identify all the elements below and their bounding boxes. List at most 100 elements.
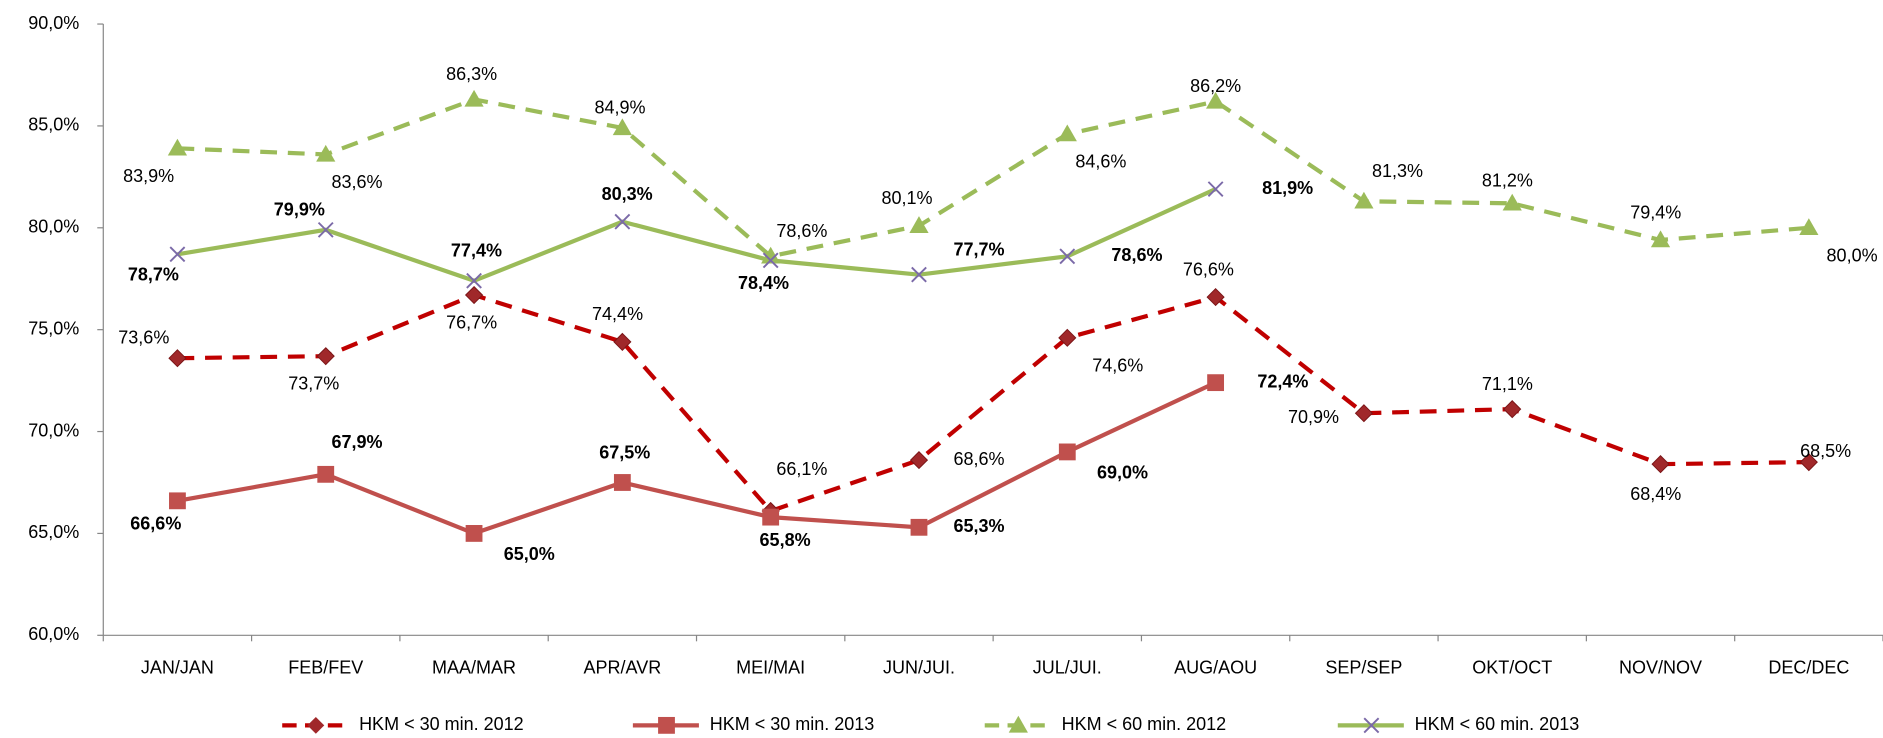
- legend-marker: [307, 716, 325, 734]
- point: [1502, 193, 1522, 211]
- data-label: 66,6%: [130, 514, 181, 534]
- series: 83,9% 83,6% 86,3% 84,9% 78,6% 80,1% 84,6% 86,2%…: [123, 64, 1878, 265]
- series: 78,7% 79,9% 77,4% 80,3% 78,4% 77,7% 78,6% 81,9%: [128, 178, 1313, 293]
- data-label: 78,6%: [1111, 245, 1162, 265]
- x-tick-label: DEC/DEC: [1768, 658, 1849, 678]
- data-label: 76,6%: [1183, 259, 1234, 279]
- point: [762, 508, 780, 526]
- point: [909, 216, 929, 233]
- x-tick-label: JUL/JUI.: [1033, 658, 1102, 678]
- point: [316, 144, 336, 162]
- y-tick-label: 80,0%: [28, 217, 79, 237]
- point: [1354, 191, 1374, 209]
- data-label: 72,4%: [1257, 371, 1308, 391]
- data-label: 78,6%: [776, 221, 827, 241]
- point: [910, 518, 928, 536]
- point: [1058, 443, 1076, 461]
- data-label: 84,9%: [594, 97, 645, 117]
- series: 73,6% 73,7% 76,7% 74,4% 66,1% 68,6% 74,6% 76,6%…: [118, 259, 1851, 521]
- legend-label: HKM < 60 min. 2013: [1415, 714, 1580, 734]
- point: [1206, 287, 1225, 307]
- point: [317, 221, 334, 238]
- data-label: 67,9%: [331, 432, 382, 452]
- legend-symbol: [307, 716, 325, 734]
- data-label: 73,6%: [118, 328, 169, 348]
- x-tick-label: SEP/SEP: [1325, 658, 1402, 678]
- point: [466, 272, 482, 289]
- data-label: 74,6%: [1092, 355, 1143, 375]
- x-tick-label: MEI/MAI: [736, 658, 805, 678]
- legend-item: HKM < 60 min. 2013: [1337, 714, 1580, 734]
- point: [169, 246, 186, 263]
- y-tick-label: 60,0%: [28, 624, 79, 644]
- legend-label: HKM < 60 min. 2012: [1062, 714, 1227, 734]
- x-tick-label: NOV/NOV: [1619, 658, 1702, 678]
- legend-label: HKM < 30 min. 2013: [710, 714, 875, 734]
- y-tick-label: 70,0%: [28, 420, 79, 440]
- data-label: 77,7%: [954, 239, 1005, 259]
- x-tick-label: AUG/AOU: [1174, 658, 1257, 678]
- x-tick-label: OKT/OCT: [1472, 658, 1552, 678]
- data-label: 73,7%: [288, 374, 339, 394]
- data-label: 81,3%: [1372, 161, 1423, 181]
- point: [909, 450, 929, 470]
- data-label: 83,6%: [331, 172, 382, 192]
- point: [1205, 91, 1226, 109]
- point: [169, 492, 186, 510]
- y-tick-label: 75,0%: [28, 318, 79, 338]
- data-label: 80,3%: [602, 184, 653, 204]
- line: [177, 187, 1217, 284]
- y-tick-label: 65,0%: [28, 522, 79, 542]
- data-label: 68,5%: [1800, 441, 1851, 461]
- data-label: 77,4%: [451, 241, 502, 261]
- point: [464, 89, 484, 107]
- data-label: 65,0%: [504, 544, 555, 564]
- data-label: 66,1%: [776, 459, 827, 479]
- point: [1207, 181, 1224, 197]
- point: [1503, 400, 1522, 419]
- point: [1799, 453, 1818, 472]
- x-tick-label: APR/AVR: [584, 658, 662, 678]
- data-label: 67,5%: [599, 442, 650, 462]
- data-label: 81,9%: [1262, 178, 1313, 198]
- point: [1799, 218, 1819, 236]
- data-label: 65,8%: [760, 530, 811, 550]
- point: [613, 332, 632, 351]
- legend-item: HKM < 30 min. 2013: [632, 714, 875, 734]
- point: [1650, 230, 1671, 248]
- y-tick-label: 85,0%: [28, 115, 79, 135]
- x-tick-label: JAN/JAN: [141, 658, 214, 678]
- data-label: 80,0%: [1827, 245, 1878, 265]
- data-label: 86,3%: [446, 64, 497, 84]
- x-tick-label: JUN/JUI.: [883, 658, 955, 678]
- point: [1057, 124, 1077, 142]
- data-label: 78,7%: [128, 265, 179, 285]
- point: [1207, 374, 1225, 392]
- point: [614, 213, 631, 230]
- point: [1354, 404, 1373, 423]
- point: [168, 349, 187, 368]
- point: [167, 138, 188, 156]
- series: 66,6% 67,9% 65,0% 67,5% 65,8% 65,3% 69,0% 72,4%: [130, 371, 1308, 563]
- point: [317, 465, 335, 483]
- data-label: 69,0%: [1097, 462, 1148, 482]
- point: [1651, 455, 1670, 474]
- data-label: 71,1%: [1482, 374, 1533, 394]
- data-label: 83,9%: [123, 166, 174, 186]
- data-label: 79,9%: [274, 199, 325, 219]
- data-label: 78,4%: [738, 273, 789, 293]
- point: [762, 252, 779, 269]
- legend-symbol: [1363, 717, 1380, 734]
- legend-symbol: [658, 716, 675, 734]
- data-label: 81,2%: [1482, 170, 1533, 190]
- data-label: 68,6%: [954, 449, 1005, 469]
- point: [464, 285, 484, 305]
- point: [465, 525, 483, 542]
- line: [177, 292, 1809, 514]
- point: [1058, 328, 1077, 347]
- line: [177, 380, 1217, 536]
- y-tick-label: 90,0%: [28, 13, 79, 33]
- data-label: 76,7%: [446, 313, 497, 333]
- data-label: 86,2%: [1190, 76, 1241, 96]
